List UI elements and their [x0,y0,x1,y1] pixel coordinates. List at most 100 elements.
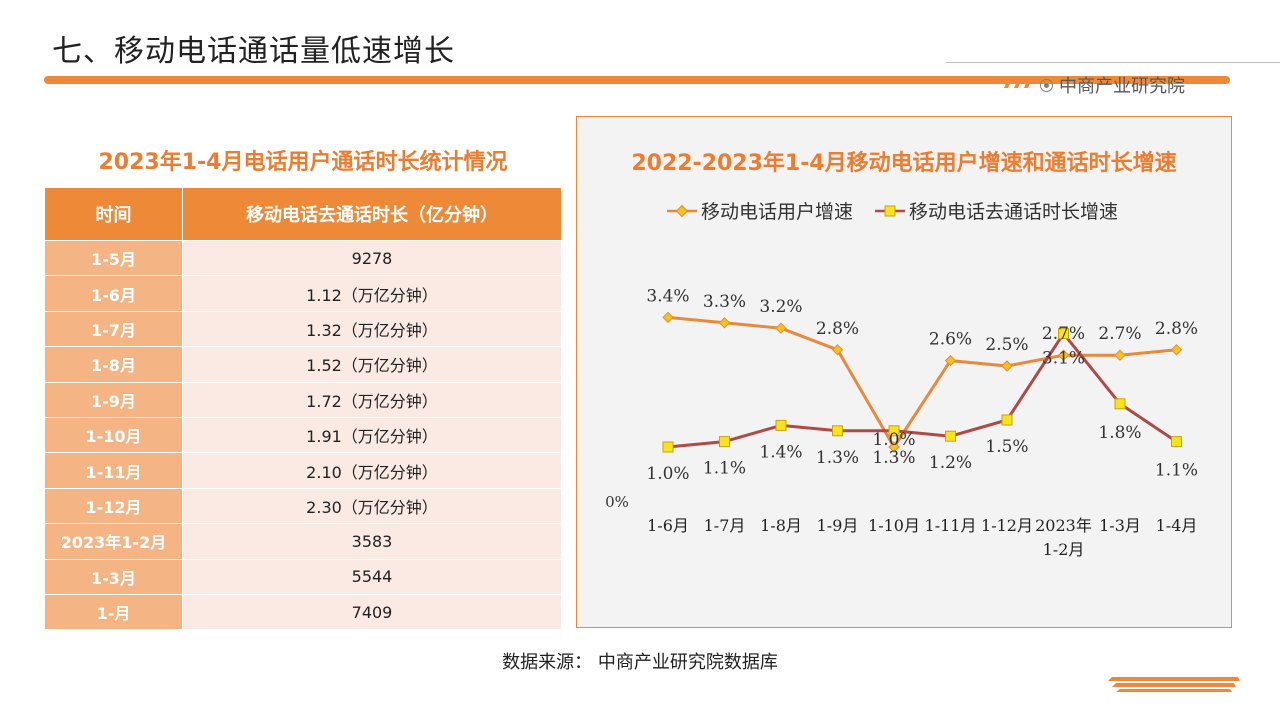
data-label: 3.2% [759,297,802,317]
row-period: 1-11月 [44,452,183,489]
row-duration: 1.72（万亿分钟） [182,381,562,418]
data-point-marker [718,317,731,329]
table-header-duration: 移动电话去通话时长（亿分钟） [182,187,562,241]
data-label: 1.1% [703,459,746,479]
data-label: 3.1% [1042,349,1085,369]
data-label: 1.8% [1098,423,1141,443]
x-tick-label: 1-2月 [1043,540,1085,559]
table-row: 2023年1-2月 3583 [44,523,562,560]
table-header-time: 时间 [44,187,183,241]
title-underline-bar [44,76,1230,84]
x-tick-label: 1-4月 [1156,516,1198,535]
brand-name: 中商产业研究院 [1059,76,1185,97]
table-row: 1-3月 5544 [44,558,562,595]
header-stripes-decoration [1004,76,1033,88]
data-point-marker [662,311,674,324]
data-point-marker [945,430,956,442]
table-row: 1-10月 1.91（万亿分钟） [44,416,562,454]
row-period: 1-3月 [44,558,183,595]
row-duration: 3583 [182,523,562,560]
table-row: 1-9月 1.72（万亿分钟） [44,381,562,418]
row-duration: 2.10（万亿分钟） [182,452,562,489]
row-period: 1-5月 [44,239,183,277]
legend-label: 移动电话去通话时长增速 [909,201,1119,223]
legend-item-duration-growth: 移动电话去通话时长增速 [875,197,1118,224]
data-point-marker [662,441,674,453]
data-point-marker [832,425,843,437]
row-period: 1-10月 [44,416,183,454]
brand-logo: 中商产业研究院 [1040,72,1185,98]
data-point-marker [888,425,900,437]
row-period: 1-8月 [44,346,183,383]
data-point-marker [775,322,787,334]
row-period: 1-月 [44,593,183,631]
data-label: 3.4% [646,286,689,306]
series-line [667,332,1178,449]
row-duration: 2.30（万亿分钟） [182,487,562,525]
row-period: 1-6月 [44,275,183,312]
footer-stripes-decoration [1108,677,1240,692]
data-point-marker [1001,360,1013,372]
row-period: 1-12月 [44,487,183,525]
data-label: 2.6% [929,330,972,350]
legend-square-marker-icon [875,205,906,216]
row-duration: 1.52（万亿分钟） [182,346,562,383]
data-point-marker [719,436,730,448]
data-source-note: 数据来源： 中商产业研究院数据库 [502,652,778,673]
row-period: 1-9月 [44,381,183,418]
row-duration: 9278 [182,239,562,277]
page-title: 七、移动电话通话量低速增长 [52,34,455,69]
target-circle-icon [1040,79,1053,92]
table-row: 1-月 7409 [44,593,562,631]
data-point-marker [1058,328,1069,340]
call-duration-table: 时间 移动电话去通话时长（亿分钟） 1-5月 9278 1-6月 1.12（万亿分钟… [44,187,562,631]
data-label: 1.3% [816,448,859,468]
table-row: 1-7月 1.32（万亿分钟） [44,310,562,348]
row-duration: 1.91（万亿分钟） [182,416,562,454]
chart-title: 2022-2023年1-4月移动电话用户增速和通话时长增速 [631,151,1177,176]
legend-diamond-marker-icon [667,204,697,217]
data-label: 1.0% [646,464,689,484]
line-chart-plot: 0% 1-6月 1-7月 1-8月 1-9月 1-10月 1-11月 1-12月 2023年 1-… [605,286,1198,559]
x-tick-label: 1-10月 [868,516,920,535]
data-label: 2.8% [1155,319,1198,339]
chart-legend: 移动电话用户增速 移动电话去通话时长增速 [667,197,1118,224]
data-label: 2.8% [816,319,859,339]
data-point-marker [1114,398,1126,410]
table-row: 1-12月 2.30（万亿分钟） [44,487,562,525]
data-point-marker [1171,436,1182,448]
row-period: 1-7月 [44,310,183,348]
x-tick-label: 2023年 [1035,516,1092,535]
table-row: 1-6月 1.12（万亿分钟） [44,275,562,312]
data-label: 2.7% [1098,324,1141,344]
data-label: 2.5% [985,335,1028,355]
x-tick-label: 1-3月 [1099,516,1141,535]
x-tick-label: 1-6月 [647,516,689,535]
row-duration: 5544 [182,558,562,595]
row-period: 2023年1-2月 [44,523,183,560]
series-line [667,315,1177,449]
legend-item-user-growth: 移动电话用户增速 [667,197,853,224]
data-point-marker [775,419,787,431]
legend-label: 移动电话用户增速 [701,201,854,223]
data-label: 1.3% [872,448,915,468]
data-point-marker [1170,344,1183,356]
data-label: 1.2% [929,453,972,473]
row-duration: 1.12（万亿分钟） [182,275,562,312]
x-tick-label: 1-11月 [925,516,977,535]
growth-chart-panel: 2022-2023年1-4月移动电话用户增速和通话时长增速 移动电话用户增速 移… [576,116,1232,628]
data-label: 1.4% [759,442,802,462]
data-label: 1.1% [1155,461,1198,481]
table-row: 1-11月 2.10（万亿分钟） [44,452,562,489]
data-label: 1.0% [872,430,915,450]
data-point-marker [888,441,900,453]
table-header-row: 时间 移动电话去通话时长（亿分钟） [44,187,562,241]
data-label: 1.5% [985,437,1028,457]
data-label: 2.7% [1042,324,1085,344]
table-row: 1-8月 1.52（万亿分钟） [44,346,562,383]
table-title: 2023年1-4月电话用户通话时长统计情况 [98,150,508,175]
x-tick-label: 1-9月 [817,516,859,535]
header-divider-line [946,62,1280,63]
x-tick-label: 1-8月 [760,516,802,535]
x-tick-label: 1-12月 [981,516,1033,535]
